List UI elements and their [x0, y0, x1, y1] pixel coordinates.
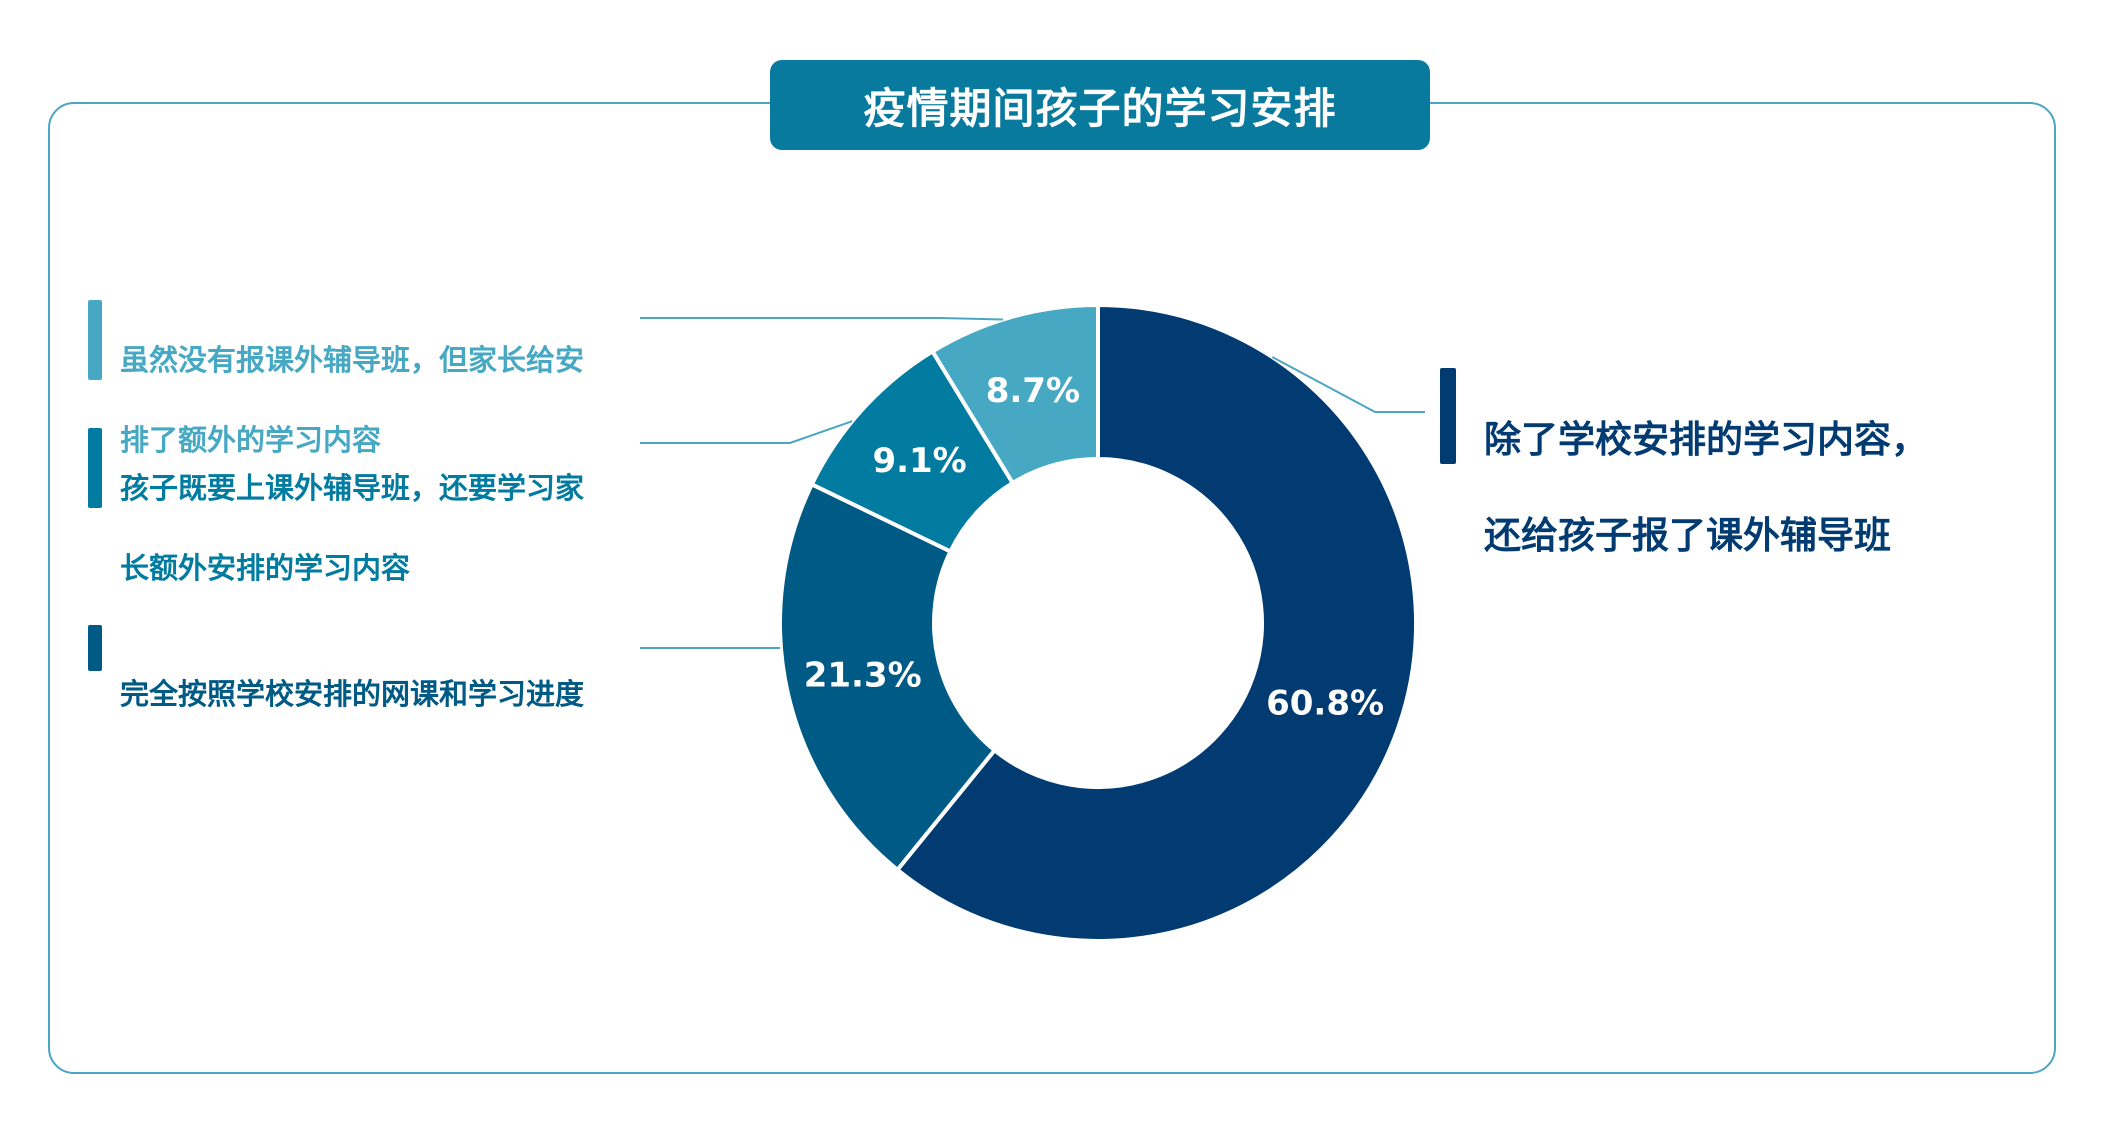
legend-label: 完全按照学校安排的网课和学习进度	[120, 625, 584, 763]
legend-label-line2: 排了额外的学习内容	[120, 423, 382, 457]
slice-value-label: 8.7%	[986, 371, 1080, 411]
title-box: 疫情期间孩子的学习安排	[770, 60, 1430, 150]
leader-line	[1271, 356, 1425, 413]
legend-label-line1: 孩子既要上课外辅导班，还要学习家	[120, 471, 585, 505]
slices-layer	[778, 302, 1418, 943]
donut-slice	[929, 302, 1100, 486]
slice-value-label: 60.8%	[1266, 684, 1384, 724]
legend-marker	[1440, 368, 1456, 464]
legend-item-both: 孩子既要上课外辅导班，还要学习家 长额外安排的学习内容	[88, 428, 648, 585]
legend-label-line1: 虽然没有报课外辅导班，但家长给安	[120, 343, 585, 377]
legend-item-tutoring: 除了学校安排的学习内容， 还给孩子报了课外辅导班	[1440, 368, 2000, 557]
legend-item-extra-content: 虽然没有报课外辅导班，但家长给安 排了额外的学习内容	[88, 300, 648, 457]
legend-label-line1: 完全按照学校安排的网课和学习进度	[120, 677, 585, 711]
slice-value-label: 21.3%	[804, 655, 922, 695]
legend-label: 孩子既要上课外辅导班，还要学习家 长额外安排的学习内容	[120, 428, 584, 628]
leader-line	[640, 420, 853, 444]
slice-value-label: 9.1%	[872, 441, 966, 481]
legend-item-school-only: 完全按照学校安排的网课和学习进度	[88, 625, 648, 711]
legend-label: 除了学校安排的学习内容， 还给孩子报了课外辅导班	[1484, 368, 1928, 608]
legend-label: 虽然没有报课外辅导班，但家长给安 排了额外的学习内容	[120, 300, 584, 500]
legend-label-line2: 长额外安排的学习内容	[120, 551, 411, 585]
chart-title: 疫情期间孩子的学习安排	[863, 83, 1337, 133]
slice-labels: 60.8% 21.3% 9.1% 8.7%	[804, 371, 1384, 724]
legend-marker	[88, 428, 102, 508]
legend-label-line2: 还给孩子报了课外辅导班	[1484, 514, 1891, 557]
leader-line	[640, 317, 1003, 321]
legend-label-line1: 除了学校安排的学习内容，	[1484, 418, 1928, 461]
donut-slice	[894, 302, 1418, 943]
donut-slice	[778, 481, 998, 873]
legend-marker	[88, 625, 102, 671]
legend-marker	[88, 300, 102, 380]
leader-lines	[640, 317, 1425, 649]
